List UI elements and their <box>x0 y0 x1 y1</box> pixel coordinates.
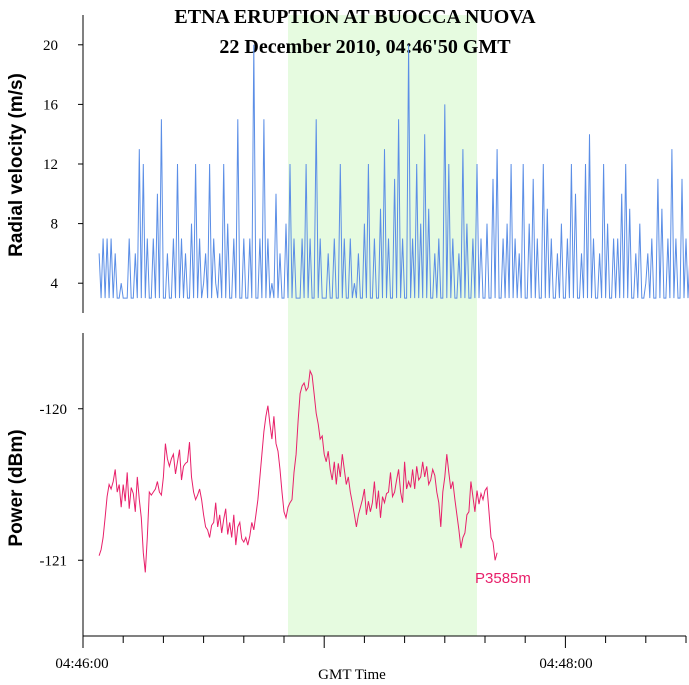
power-y-label: Power (dBm) <box>6 429 27 546</box>
power-y-tick-label: -121 <box>40 553 68 569</box>
velocity-y-tick-label: 4 <box>51 276 59 292</box>
x-tick-label-start: 04:46:00 <box>55 656 108 672</box>
highlight-band <box>288 15 477 636</box>
power-y-ticks: -120 -121 <box>40 402 83 569</box>
power-series-line <box>98 369 498 573</box>
x-axis: 04:46:00 04:48:00 GMT Time <box>55 635 687 683</box>
velocity-y-label: Radial velocity (m/s) <box>6 73 27 257</box>
velocity-y-tick-label: 16 <box>43 97 59 113</box>
velocity-y-ticks: 4 8 12 16 20 <box>43 38 83 292</box>
x-ticks <box>82 636 687 648</box>
chart-subtitle: 22 December 2010, 04:46'50 GMT <box>219 36 511 58</box>
power-y-tick-label: -120 <box>40 402 68 418</box>
velocity-y-tick-label: 12 <box>43 157 58 173</box>
velocity-y-tick-label: 20 <box>43 38 58 54</box>
power-annotation: P3585m <box>475 570 531 587</box>
velocity-series-line <box>98 44 689 299</box>
power-panel: -120 -121 Power (dBm) P3585m <box>6 333 531 636</box>
velocity-y-tick-label: 8 <box>51 217 59 233</box>
x-axis-label: GMT Time <box>318 667 386 683</box>
x-tick-label-end: 04:48:00 <box>539 656 592 672</box>
chart-title: ETNA ERUPTION AT BUOCCA NUOVA <box>174 6 536 28</box>
velocity-panel: 4 8 12 16 20 Radial velocity (m/s) <box>6 15 689 313</box>
